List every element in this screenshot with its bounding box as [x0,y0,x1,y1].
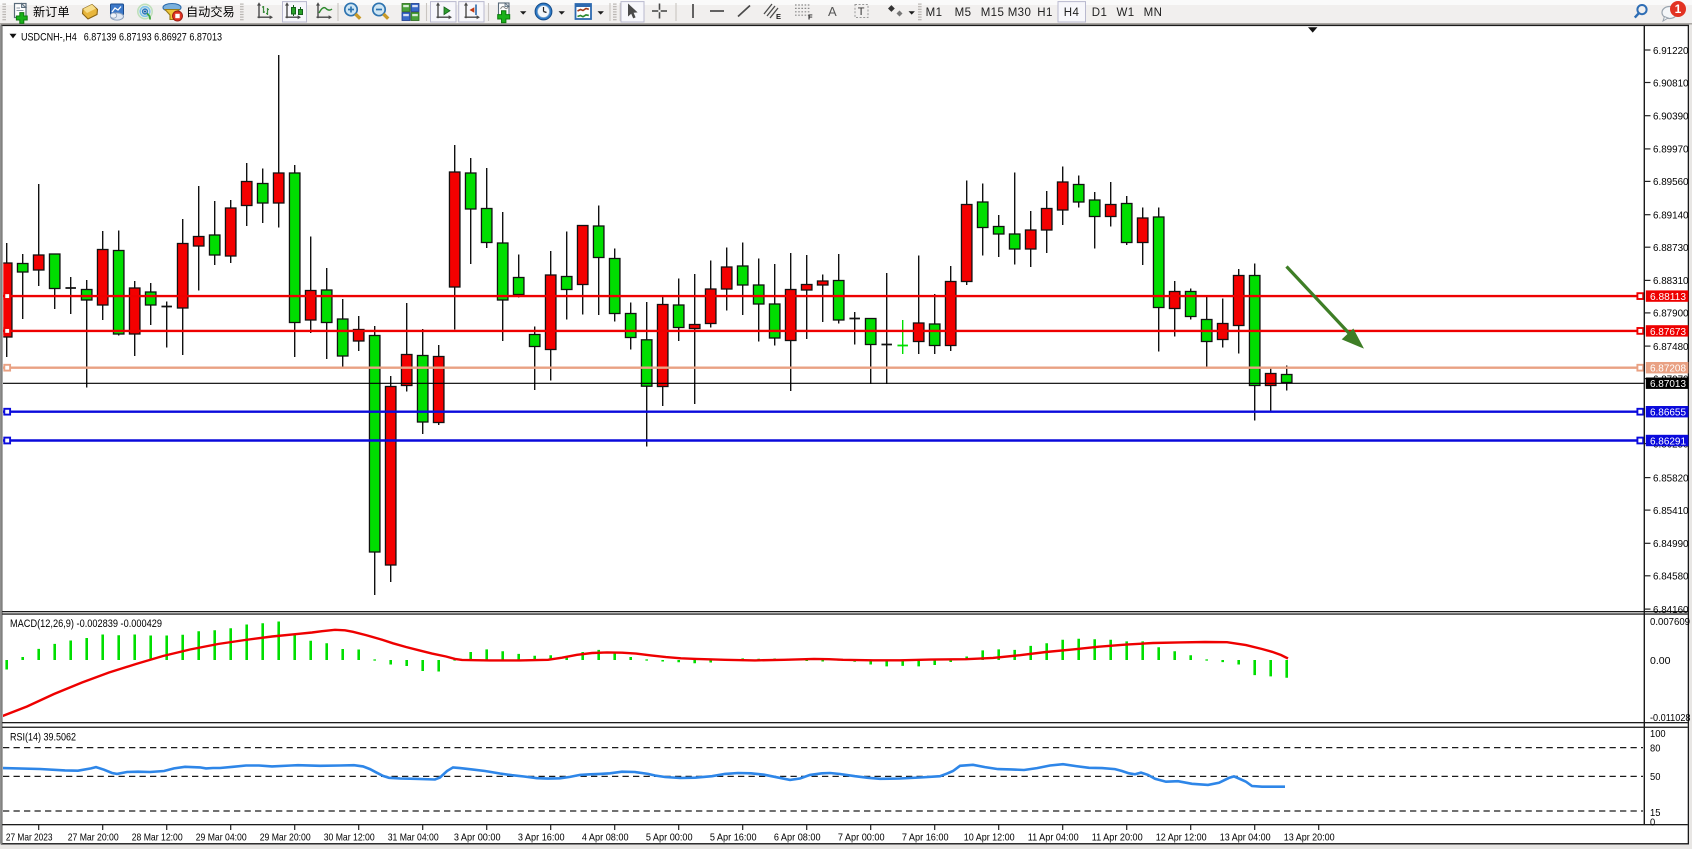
svg-text:0.007609: 0.007609 [1650,617,1690,628]
svg-text:H1: H1 [1037,7,1053,19]
svg-text:W1: W1 [1116,7,1134,19]
svg-text:6.89970: 6.89970 [1653,145,1689,156]
svg-text:6.85410: 6.85410 [1653,506,1689,517]
svg-text:30 Mar 12:00: 30 Mar 12:00 [324,833,375,844]
svg-text:MACD(12,26,9) -0.002839 -0.000: MACD(12,26,9) -0.002839 -0.000429 [10,618,162,630]
svg-text:MN: MN [1144,7,1163,19]
svg-text:7 Apr 00:00: 7 Apr 00:00 [838,833,885,844]
svg-text:6.89140: 6.89140 [1653,211,1689,222]
svg-text:-0.011028: -0.011028 [1650,713,1691,724]
svg-text:15: 15 [1650,808,1661,819]
svg-text:11 Apr 20:00: 11 Apr 20:00 [1092,833,1143,844]
svg-text:31 Mar 04:00: 31 Mar 04:00 [388,833,439,844]
svg-text:M30: M30 [1008,7,1032,19]
svg-text:3 Apr 16:00: 3 Apr 16:00 [518,833,565,844]
svg-text:4 Apr 08:00: 4 Apr 08:00 [582,833,629,844]
svg-text:50: 50 [1650,772,1661,783]
svg-text:新订单: 新订单 [33,4,70,19]
svg-text:100: 100 [1650,729,1666,740]
svg-text:6.84160: 6.84160 [1653,605,1689,616]
svg-text:T: T [858,6,865,18]
svg-text:A: A [828,4,837,19]
svg-text:6.90390: 6.90390 [1653,112,1689,123]
svg-text:6.87900: 6.87900 [1653,309,1689,320]
svg-text:6.91220: 6.91220 [1653,46,1689,57]
svg-text:6.87013: 6.87013 [1650,379,1686,390]
svg-text:RSI(14) 39.5062: RSI(14) 39.5062 [10,732,76,744]
svg-text:3 Apr 00:00: 3 Apr 00:00 [454,833,501,844]
svg-text:H4: H4 [1064,7,1080,19]
svg-text:6.87673: 6.87673 [1650,327,1686,338]
svg-text:6.85820: 6.85820 [1653,473,1689,484]
svg-text:12 Apr 12:00: 12 Apr 12:00 [1156,833,1207,844]
svg-text:5 Apr 00:00: 5 Apr 00:00 [646,833,693,844]
svg-text:27 Mar 20:00: 27 Mar 20:00 [68,833,119,844]
svg-text:6.86655: 6.86655 [1650,408,1686,419]
svg-text:13 Apr 20:00: 13 Apr 20:00 [1284,833,1335,844]
svg-text:6.87480: 6.87480 [1653,342,1689,353]
svg-text:USDCNH-,H4 6.87139 6.87193 6.: USDCNH-,H4 6.87139 6.87193 6.86927 6.870… [21,31,222,43]
svg-text:M15: M15 [981,7,1005,19]
svg-text:F: F [808,13,813,22]
svg-text:27 Mar 2023: 27 Mar 2023 [6,833,53,844]
svg-text:6.90810: 6.90810 [1653,78,1689,89]
svg-text:28 Mar 12:00: 28 Mar 12:00 [132,833,183,844]
svg-text:D1: D1 [1092,7,1108,19]
svg-text:6.84580: 6.84580 [1653,572,1689,583]
svg-text:6.88310: 6.88310 [1653,276,1689,287]
svg-text:M5: M5 [955,7,972,19]
svg-text:11 Apr 04:00: 11 Apr 04:00 [1028,833,1079,844]
svg-text:13 Apr 04:00: 13 Apr 04:00 [1220,833,1271,844]
svg-text:6.88113: 6.88113 [1650,292,1686,303]
svg-text:6.86291: 6.86291 [1650,436,1686,447]
svg-text:自动交易: 自动交易 [186,4,235,19]
svg-text:6.87208: 6.87208 [1650,364,1686,375]
svg-text:29 Mar 04:00: 29 Mar 04:00 [196,833,247,844]
svg-text:6.89560: 6.89560 [1653,177,1689,188]
svg-text:6.88730: 6.88730 [1653,243,1689,254]
svg-text:6 Apr 08:00: 6 Apr 08:00 [774,833,821,844]
svg-text:80: 80 [1650,743,1661,754]
svg-text:0: 0 [1650,817,1655,828]
svg-text:E: E [776,12,781,21]
svg-text:29 Mar 20:00: 29 Mar 20:00 [260,833,311,844]
svg-text:0.00: 0.00 [1650,656,1671,667]
svg-text:10 Apr 12:00: 10 Apr 12:00 [964,833,1015,844]
svg-text:6.84990: 6.84990 [1653,539,1689,550]
svg-text:1: 1 [1675,2,1682,16]
svg-text:5 Apr 16:00: 5 Apr 16:00 [710,833,757,844]
svg-text:M1: M1 [926,7,943,19]
svg-text:7 Apr 16:00: 7 Apr 16:00 [902,833,949,844]
